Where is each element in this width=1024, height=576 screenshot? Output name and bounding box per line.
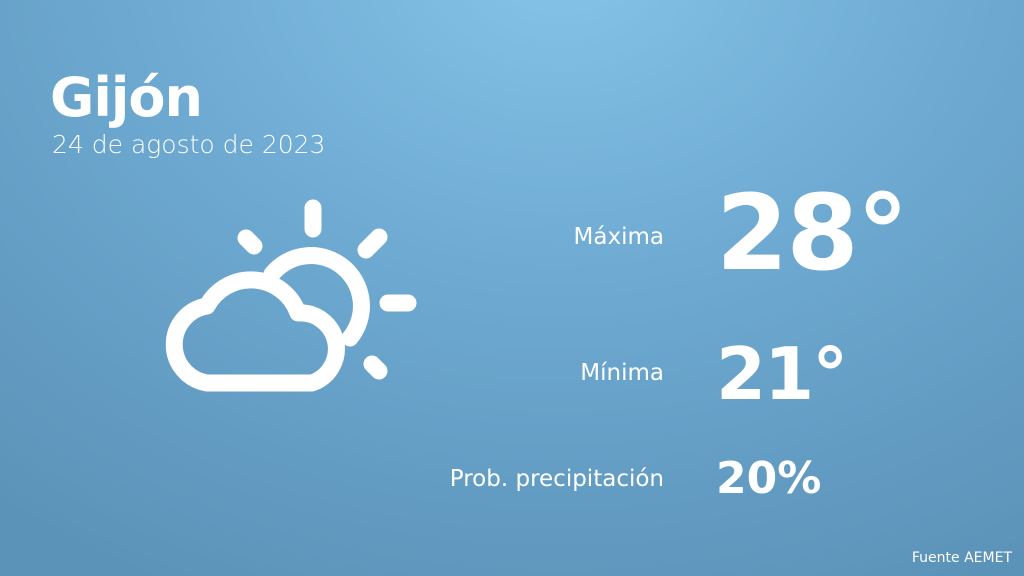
min-label: Mínima	[580, 360, 664, 386]
precip-value: 20%	[716, 453, 822, 504]
city-name: Gijón	[50, 66, 203, 129]
max-value: 28°	[716, 172, 909, 294]
source-credit: Fuente AEMET	[911, 550, 1012, 566]
max-label: Máxima	[573, 224, 664, 250]
min-value: 21°	[716, 332, 848, 416]
precip-label: Prob. precipitación	[449, 466, 664, 492]
forecast-date: 24 de agosto de 2023	[52, 130, 326, 159]
